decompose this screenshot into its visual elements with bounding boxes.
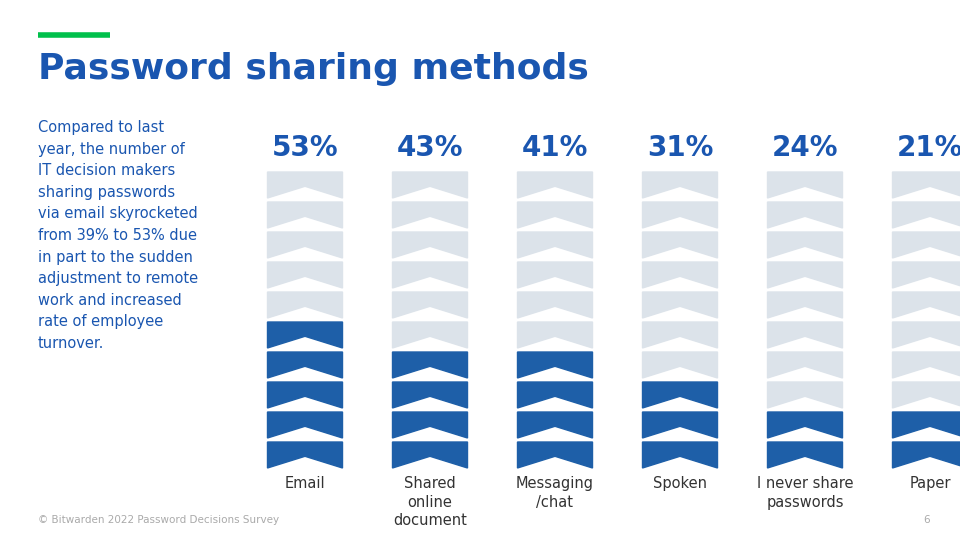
Polygon shape: [893, 442, 960, 468]
Polygon shape: [893, 202, 960, 228]
Polygon shape: [393, 322, 468, 348]
Text: Spoken: Spoken: [653, 476, 707, 491]
Polygon shape: [642, 292, 717, 318]
Polygon shape: [767, 262, 843, 288]
Text: 21%: 21%: [897, 134, 960, 162]
Text: © Bitwarden 2022 Password Decisions Survey: © Bitwarden 2022 Password Decisions Surv…: [38, 515, 279, 525]
Polygon shape: [767, 352, 843, 378]
Polygon shape: [393, 352, 468, 378]
Polygon shape: [767, 382, 843, 408]
Polygon shape: [517, 292, 592, 318]
Polygon shape: [642, 382, 717, 408]
Polygon shape: [767, 412, 843, 438]
Polygon shape: [642, 172, 717, 198]
Polygon shape: [517, 412, 592, 438]
Text: 53%: 53%: [272, 134, 338, 162]
Polygon shape: [642, 442, 717, 468]
Polygon shape: [517, 382, 592, 408]
Polygon shape: [393, 442, 468, 468]
Polygon shape: [517, 232, 592, 258]
Polygon shape: [893, 172, 960, 198]
Polygon shape: [393, 232, 468, 258]
Polygon shape: [893, 322, 960, 348]
Polygon shape: [268, 412, 343, 438]
Polygon shape: [893, 382, 960, 408]
Polygon shape: [268, 202, 343, 228]
Polygon shape: [893, 292, 960, 318]
Polygon shape: [268, 232, 343, 258]
Polygon shape: [642, 262, 717, 288]
Polygon shape: [767, 232, 843, 258]
Polygon shape: [642, 412, 717, 438]
Text: Shared
online
document: Shared online document: [393, 476, 467, 528]
Polygon shape: [268, 262, 343, 288]
Polygon shape: [268, 172, 343, 198]
Text: 41%: 41%: [522, 134, 588, 162]
Text: 24%: 24%: [772, 134, 838, 162]
Polygon shape: [767, 202, 843, 228]
Text: 31%: 31%: [647, 134, 713, 162]
Polygon shape: [268, 442, 343, 468]
Polygon shape: [393, 292, 468, 318]
Polygon shape: [893, 412, 960, 438]
Polygon shape: [642, 322, 717, 348]
Polygon shape: [642, 202, 717, 228]
Polygon shape: [393, 202, 468, 228]
Polygon shape: [393, 382, 468, 408]
Polygon shape: [642, 232, 717, 258]
Polygon shape: [517, 322, 592, 348]
Polygon shape: [393, 172, 468, 198]
Polygon shape: [767, 322, 843, 348]
Polygon shape: [393, 412, 468, 438]
Polygon shape: [268, 382, 343, 408]
Polygon shape: [268, 352, 343, 378]
Polygon shape: [893, 262, 960, 288]
Polygon shape: [517, 262, 592, 288]
Text: Email: Email: [285, 476, 325, 491]
Text: Paper: Paper: [909, 476, 950, 491]
Polygon shape: [268, 322, 343, 348]
Text: I never share
passwords: I never share passwords: [756, 476, 853, 510]
Polygon shape: [642, 352, 717, 378]
Text: 6: 6: [924, 515, 930, 525]
Polygon shape: [517, 442, 592, 468]
Polygon shape: [767, 172, 843, 198]
Polygon shape: [517, 172, 592, 198]
Polygon shape: [517, 352, 592, 378]
Polygon shape: [767, 442, 843, 468]
Polygon shape: [767, 292, 843, 318]
Text: Compared to last
year, the number of
IT decision makers
sharing passwords
via em: Compared to last year, the number of IT …: [38, 120, 198, 351]
Polygon shape: [517, 202, 592, 228]
Text: Password sharing methods: Password sharing methods: [38, 52, 588, 86]
Polygon shape: [393, 262, 468, 288]
Polygon shape: [893, 232, 960, 258]
Polygon shape: [893, 352, 960, 378]
Text: Messaging
/chat: Messaging /chat: [516, 476, 594, 510]
Text: 43%: 43%: [396, 134, 464, 162]
Polygon shape: [268, 292, 343, 318]
